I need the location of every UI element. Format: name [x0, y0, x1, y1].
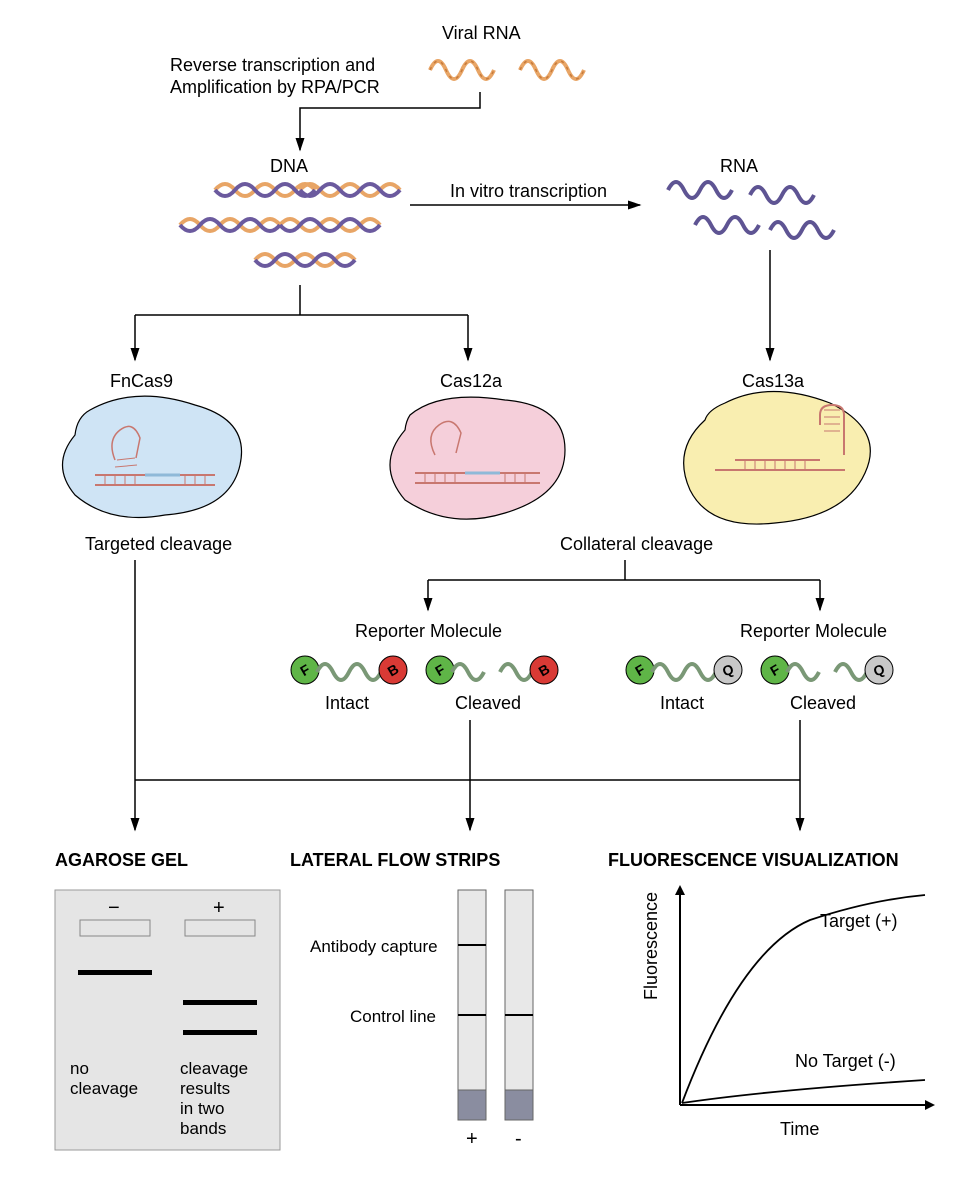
reporter-fb-intact: F B	[291, 656, 407, 684]
intact-label-1: Intact	[325, 692, 369, 715]
agarose-gel-panel	[55, 890, 280, 1150]
fluor-header: FLUORESCENCE VISUALIZATION	[608, 850, 899, 871]
gel-cleavage-l1: cleavage	[180, 1058, 248, 1080]
lateral-flow-panel	[458, 890, 533, 1120]
gel-cleavage-l2: results	[180, 1078, 230, 1100]
target-neg-label: No Target (-)	[795, 1050, 896, 1073]
fncas9-label: FnCas9	[110, 370, 173, 393]
agarose-header: AGAROSE GEL	[55, 850, 188, 871]
reporter-fq-cleaved: F Q	[761, 656, 893, 684]
viral-rna-icon	[430, 61, 584, 79]
target-pos-label: Target (+)	[820, 910, 898, 933]
cas13a-label: Cas13a	[742, 370, 804, 393]
antibody-capture-label: Antibody capture	[310, 936, 438, 958]
targeted-cleavage-label: Targeted cleavage	[85, 533, 232, 556]
lateral-header: LATERAL FLOW STRIPS	[290, 850, 500, 871]
strip-plus: +	[466, 1126, 478, 1152]
reporter-label-left: Reporter Molecule	[355, 620, 502, 643]
cas12a-blob	[390, 397, 565, 519]
reporter-fb-cleaved: F B	[426, 656, 558, 684]
rna-label-2: RNA	[720, 155, 758, 178]
dna-cluster-icon	[180, 184, 400, 266]
rt-label-line2: Amplification by RPA/PCR	[170, 76, 380, 99]
gel-minus: −	[108, 895, 120, 921]
cas13a-blob	[684, 392, 871, 525]
gel-plus: +	[213, 895, 225, 921]
strip-minus: -	[515, 1126, 522, 1152]
cleaved-label-2: Cleaved	[790, 692, 856, 715]
gel-no-cleavage-l2: cleavage	[70, 1078, 138, 1100]
reporter-fq-intact: F Q	[626, 656, 742, 684]
detection-bus	[135, 780, 800, 830]
collateral-bracket	[428, 560, 820, 610]
cas12a-label: Cas12a	[440, 370, 502, 393]
rt-label-line1: Reverse transcription and	[170, 54, 375, 77]
gel-cleavage-l3: in two	[180, 1098, 224, 1120]
cleaved-label-1: Cleaved	[455, 692, 521, 715]
ivt-label: In vitro transcription	[450, 180, 607, 203]
gel-cleavage-l4: bands	[180, 1118, 226, 1140]
arrow-dna-branch	[135, 285, 468, 360]
fncas9-blob	[63, 396, 242, 517]
fluor-xlabel: Time	[780, 1118, 819, 1141]
control-line-label: Control line	[350, 1006, 436, 1028]
reporter-label-right: Reporter Molecule	[740, 620, 887, 643]
arrow-viral-to-dna	[300, 92, 480, 150]
gel-no-cleavage-l1: no	[70, 1058, 89, 1080]
dna-label: DNA	[270, 155, 308, 178]
collateral-cleavage-label: Collateral cleavage	[560, 533, 713, 556]
fluor-ylabel: Fluorescence	[640, 892, 663, 1000]
intact-label-2: Intact	[660, 692, 704, 715]
viral-rna-label: Viral RNA	[442, 22, 521, 45]
diagram-canvas: F B F B F Q F Q	[0, 0, 960, 1177]
rna-cluster-icon	[668, 182, 834, 238]
